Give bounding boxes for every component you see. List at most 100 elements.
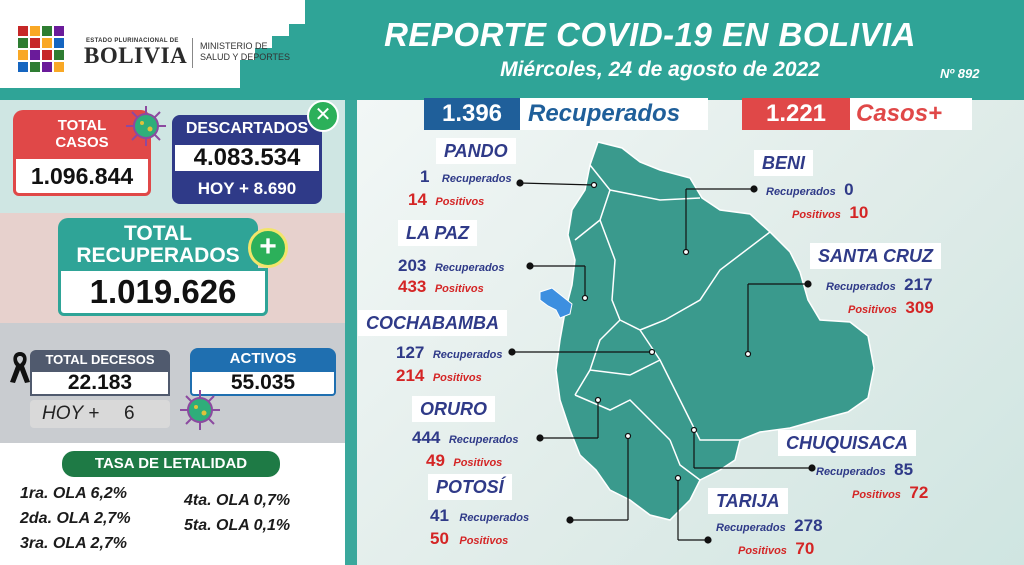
dept-chuquisaca-recovered-value: 85: [894, 460, 914, 479]
department-border: [574, 319, 621, 396]
dept-chuquisaca-recovered: Recuperados 85: [816, 460, 913, 480]
header-stair: [289, 24, 305, 36]
discarded-header: DESCARTADOS: [172, 115, 322, 142]
positive-label: Positivos: [432, 372, 482, 384]
active-value: 55.035: [190, 370, 336, 396]
bolivia-emblem-icon: [16, 24, 72, 80]
bolivia-map: [508, 141, 875, 544]
dept-chuquisaca-positive: Positivos 72: [852, 483, 928, 503]
dept-potosi-positive-value: 50: [430, 529, 449, 548]
header-stair: [255, 48, 305, 60]
leader-dot: [704, 536, 712, 544]
wave-rate: 3ra. OLA 2,7%: [20, 535, 128, 552]
logo-subtitle: ESTADO PLURINACIONAL DE: [86, 38, 179, 44]
dept-oruro-positive-value: 49: [426, 451, 445, 470]
total-recovered-line-1: TOTAL: [123, 222, 193, 245]
ministry-name: MINISTERIO DE SALUD Y DEPORTES: [200, 41, 290, 63]
dept-potosi-name: POTOSÍ: [428, 474, 512, 500]
deaths-today-value: 6: [124, 403, 135, 424]
leader-dot: [508, 348, 516, 356]
active-header: ACTIVOS: [190, 348, 336, 370]
lake-titicaca: [539, 287, 573, 319]
positive-label: Positivos: [459, 535, 509, 547]
recovered-label: Recuperados: [766, 186, 836, 198]
total-cases-line-2: CASOS: [55, 134, 109, 151]
dept-la-paz-positive-value: 433: [398, 277, 427, 296]
dept-pando-positive: 14 Positivos: [408, 190, 484, 210]
positive-label: Positivos: [792, 209, 841, 221]
leader-line: [519, 182, 595, 186]
leader-dot: [581, 294, 589, 302]
recovered-label: Recuperados: [816, 466, 886, 478]
daily-cases-label: Casos+: [850, 98, 972, 130]
dept-pando-positive-value: 14: [408, 190, 427, 209]
logo-name: BOLIVIA: [84, 43, 188, 68]
mourning-ribbon-icon: [10, 352, 30, 383]
total-cases-header: TOTAL CASOS: [13, 110, 151, 158]
ministry-line-2: SALUD Y DEPORTES: [200, 52, 291, 62]
recovered-label: Recuperados: [441, 173, 512, 185]
department-border: [639, 231, 771, 331]
deaths-today: HOY + 6: [30, 400, 170, 428]
recovered-label: Recuperados: [716, 522, 786, 534]
positive-label: Positivos: [453, 457, 503, 469]
total-recovered-line-2: RECUPERADOS: [76, 244, 240, 267]
dept-tarija-positive-value: 70: [795, 539, 815, 558]
dept-tarija-recovered-value: 278: [794, 516, 823, 535]
leader-dot: [682, 248, 690, 256]
leader-dot: [594, 396, 602, 404]
dept-la-paz-name: LA PAZ: [398, 220, 477, 246]
dept-tarija-recovered: Recuperados 278: [716, 516, 823, 536]
discarded-today: HOY + 8.690: [172, 174, 322, 204]
virus-icon: [180, 390, 220, 430]
dept-oruro-positive: 49 Positivos: [426, 451, 502, 471]
dept-cochabamba-recovered: 127 Recuperados: [396, 343, 503, 363]
dept-cochabamba-positive: 214 Positivos: [396, 366, 482, 386]
department-border: [599, 219, 641, 331]
positive-label: Positivos: [738, 545, 787, 557]
wave-rate: 2da. OLA 2,7%: [20, 510, 131, 527]
dept-la-paz-recovered-value: 203: [398, 256, 427, 275]
dept-potosi-recovered: 41 Recuperados: [430, 506, 529, 526]
dept-beni-positive: Positivos 10: [792, 203, 868, 223]
total-deaths-value: 22.183: [30, 370, 170, 396]
dept-beni-recovered-value: 0: [844, 180, 854, 199]
department-border: [669, 439, 701, 481]
plus-circle-icon: +: [248, 228, 288, 268]
leader-dot: [674, 474, 682, 482]
ministry-line-1: MINISTERIO DE: [200, 41, 268, 51]
daily-cases-value: 1.221: [742, 98, 850, 130]
leader-dot: [624, 432, 632, 440]
dept-cochabamba-recovered-value: 127: [396, 343, 425, 362]
lethality-title: TASA DE LETALIDAD: [62, 451, 280, 477]
dept-santa-cruz-positive: Positivos 309: [848, 298, 934, 318]
positive-label: Positivos: [848, 304, 897, 316]
dept-santa-cruz-recovered-value: 217: [904, 275, 933, 294]
header-stair: [0, 88, 240, 100]
dept-santa-cruz-name: SANTA CRUZ: [810, 243, 941, 269]
virus-icon: [126, 106, 166, 146]
recovered-label: Recuperados: [432, 349, 503, 361]
dept-cochabamba-name: COCHABAMBA: [358, 310, 507, 336]
leader-dot: [808, 464, 816, 472]
dept-beni-positive-value: 10: [849, 203, 869, 222]
daily-recovered-label: Recuperados: [520, 98, 708, 130]
dept-potosi-positive: 50 Positivos: [430, 529, 508, 549]
recovered-label: Recuperados: [459, 512, 530, 524]
leader-dot: [516, 179, 524, 187]
dept-tarija-name: TARIJA: [708, 488, 788, 514]
recovered-label: Recuperados: [448, 434, 519, 446]
dept-chuquisaca-name: CHUQUISACA: [778, 430, 917, 456]
header-banner: [305, 0, 1024, 100]
header-stair: [272, 36, 305, 48]
recovered-label: Recuperados: [434, 262, 505, 274]
report-number: Nº 892: [940, 66, 980, 81]
leader-dot: [804, 280, 812, 288]
header-stair: [240, 60, 305, 100]
recovered-label: Recuperados: [826, 281, 896, 293]
dept-potosi-recovered-value: 41: [430, 506, 449, 525]
wave-rate: 4ta. OLA 0,7%: [184, 492, 291, 509]
dept-beni-name: BENI: [754, 150, 814, 176]
positive-label: Positivos: [852, 489, 901, 501]
leader-dot: [566, 516, 574, 524]
